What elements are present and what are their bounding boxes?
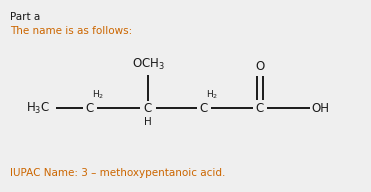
Text: OCH$_3$: OCH$_3$ [132, 56, 164, 72]
Text: C: C [200, 102, 208, 114]
Text: The name is as follows:: The name is as follows: [10, 26, 132, 36]
Text: Part a: Part a [10, 12, 40, 22]
Text: O: O [255, 60, 265, 74]
Text: H$_3$C: H$_3$C [26, 100, 50, 116]
Text: C: C [86, 102, 94, 114]
Text: H$_2$: H$_2$ [206, 89, 218, 101]
Text: IUPAC Name: 3 – methoxypentanoic acid.: IUPAC Name: 3 – methoxypentanoic acid. [10, 168, 225, 178]
Text: H: H [144, 117, 152, 127]
Text: C: C [256, 102, 264, 114]
Text: H$_2$: H$_2$ [92, 89, 104, 101]
Text: OH: OH [311, 102, 329, 114]
Text: C: C [144, 102, 152, 114]
